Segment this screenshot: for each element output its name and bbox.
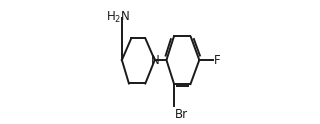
Text: F: F: [214, 54, 220, 67]
Text: H$_2$N: H$_2$N: [106, 10, 130, 25]
Text: Br: Br: [175, 108, 188, 121]
Text: N: N: [151, 54, 160, 67]
